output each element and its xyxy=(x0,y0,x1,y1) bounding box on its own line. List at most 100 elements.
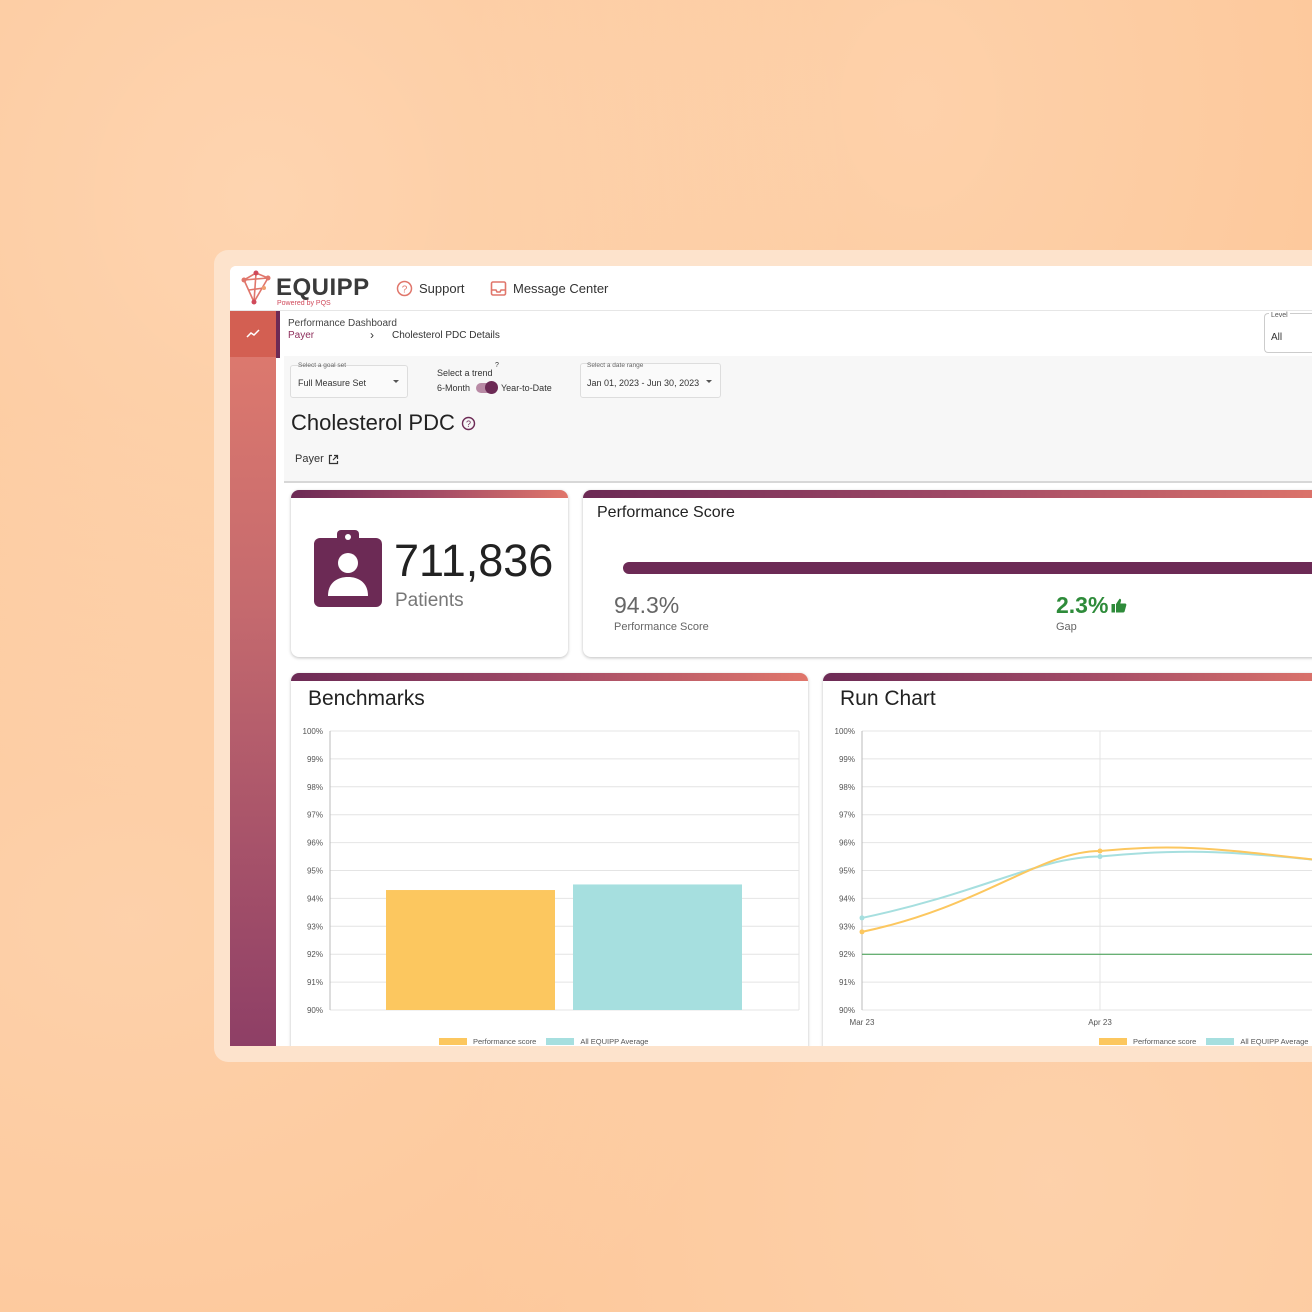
chevron-down-icon xyxy=(393,380,399,383)
x-tick-label: Apr 23 xyxy=(1088,1018,1112,1027)
chevron-right-icon: › xyxy=(370,328,374,342)
trending-up-icon xyxy=(246,329,260,338)
patients-card: 711,836 Patients xyxy=(291,490,568,657)
external-link-icon xyxy=(328,454,338,464)
help-circle-icon[interactable]: ? xyxy=(461,416,476,431)
sidebar-item-performance[interactable] xyxy=(230,311,276,357)
y-tick-label: 91% xyxy=(839,978,855,987)
date-range-value: Jan 01, 2023 - Jun 30, 2023 xyxy=(587,378,700,388)
thumbs-up-icon xyxy=(1111,598,1127,613)
performance-score-bar xyxy=(623,562,1312,574)
y-tick-label: 95% xyxy=(839,867,855,876)
y-tick-label: 94% xyxy=(839,894,855,903)
run-chart: 90% 91% 92% 93% 94% 95% 96% 97% 98% 99% 100% Mar 23… xyxy=(835,727,1312,1027)
legend-swatch xyxy=(546,1038,575,1045)
chevron-down-icon xyxy=(706,380,712,383)
message-center-link[interactable]: Message Center xyxy=(490,280,608,297)
y-tick-label: 99% xyxy=(307,755,323,764)
trend-label: Select a trend xyxy=(437,368,493,378)
logo-text: EQUIPP xyxy=(276,274,370,301)
logo-network-icon xyxy=(241,270,271,305)
benchmarks-card: Benchmarks 90% 91% 92% 93% 94% 95% 96% 97% 98% 99… xyxy=(291,673,808,1046)
level-select-label: Level xyxy=(1269,312,1290,319)
goal-set-label: Select a goal set xyxy=(298,362,347,369)
card-accent-bar xyxy=(291,490,568,498)
breadcrumb-payer-link[interactable]: Payer xyxy=(288,330,315,341)
run-chart-title: Run Chart xyxy=(840,687,936,710)
equipp-logo[interactable]: EQUIPP Powered by PQS xyxy=(240,270,380,308)
patients-count: 711,836 xyxy=(394,535,554,586)
gap-label: Gap xyxy=(1056,621,1077,633)
breadcrumb-title: Performance Dashboard xyxy=(288,318,397,329)
series-line-average xyxy=(861,850,1312,919)
help-circle-icon: ? xyxy=(396,280,413,297)
y-tick-label: 90% xyxy=(307,1006,323,1015)
legend-swatch xyxy=(1099,1038,1127,1045)
gap-value: 2.3% xyxy=(1056,592,1109,618)
payer-external-link[interactable]: Payer xyxy=(295,453,339,465)
trend-help-icon[interactable]: ? xyxy=(495,362,499,369)
section-divider xyxy=(284,481,1312,483)
legend-item-average[interactable]: All EQUIPP Average xyxy=(1240,1037,1309,1046)
bar-average xyxy=(573,884,742,1010)
support-label: Support xyxy=(419,281,465,296)
active-section-marker xyxy=(276,311,280,358)
payer-link-label: Payer xyxy=(295,453,324,465)
svg-text:?: ? xyxy=(402,285,408,296)
run-chart-card: Run Chart 90% 91% 92% 93% 94% 95% 96% 97% 98% 99%… xyxy=(823,673,1312,1046)
x-tick-label: Mar 23 xyxy=(850,1018,875,1027)
patient-badge-icon xyxy=(314,530,382,607)
app-window: EQUIPP Powered by PQS ? Support Message … xyxy=(230,266,1312,1046)
performance-score-label: Performance Score xyxy=(614,621,709,633)
data-point xyxy=(859,929,865,935)
card-accent-bar xyxy=(291,673,808,681)
benchmarks-chart: 90% 91% 92% 93% 94% 95% 96% 97% 98% 99% 100% xyxy=(303,727,800,1015)
legend-swatch xyxy=(439,1038,467,1045)
y-tick-label: 98% xyxy=(839,783,855,792)
filters-panel xyxy=(284,356,1312,481)
y-tick-label: 97% xyxy=(307,811,323,820)
y-tick-label: 99% xyxy=(839,755,855,764)
legend-item-average[interactable]: All EQUIPP Average xyxy=(580,1037,649,1046)
trend-option-ytd[interactable]: Year-to-Date xyxy=(501,383,552,393)
series-line-performance xyxy=(861,846,1312,933)
y-tick-label: 96% xyxy=(839,839,855,848)
page-title-text: Cholesterol PDC xyxy=(291,410,455,435)
performance-score-value: 94.3% xyxy=(614,592,680,618)
y-tick-label: 94% xyxy=(307,894,323,903)
y-tick-label: 100% xyxy=(835,727,855,736)
y-tick-label: 93% xyxy=(307,922,323,931)
benchmarks-legend: Performance score All EQUIPP Average xyxy=(439,1037,648,1046)
support-link[interactable]: ? Support xyxy=(396,280,465,297)
svg-text:?: ? xyxy=(466,419,471,429)
data-point xyxy=(1097,854,1103,860)
date-range-label: Select a date range xyxy=(587,362,644,369)
top-bar: EQUIPP Powered by PQS ? Support Message … xyxy=(230,266,1312,311)
inbox-icon xyxy=(490,281,507,296)
y-tick-label: 100% xyxy=(303,727,323,736)
date-range-select[interactable] xyxy=(580,363,721,398)
y-tick-label: 92% xyxy=(839,950,855,959)
message-center-label: Message Center xyxy=(513,281,609,296)
performance-score-card: Performance Score 94.3% Performance Scor… xyxy=(583,490,1312,657)
y-tick-label: 95% xyxy=(307,867,323,876)
page-title: Cholesterol PDC ? xyxy=(291,410,476,436)
trend-option-6-month[interactable]: 6-Month xyxy=(437,383,471,393)
goal-set-select[interactable] xyxy=(290,365,408,398)
bar-performance xyxy=(386,890,555,1010)
y-tick-label: 97% xyxy=(839,811,855,820)
trend-toggle-knob[interactable] xyxy=(485,381,498,394)
legend-item-performance[interactable]: Performance score xyxy=(1133,1037,1197,1046)
data-point xyxy=(1097,848,1103,854)
benchmarks-title: Benchmarks xyxy=(308,687,425,710)
y-tick-label: 90% xyxy=(839,1006,855,1015)
patients-label: Patients xyxy=(395,590,464,611)
legend-item-performance[interactable]: Performance score xyxy=(473,1037,537,1046)
y-tick-label: 91% xyxy=(307,978,323,987)
data-point xyxy=(859,915,865,921)
sidebar xyxy=(230,311,276,1046)
breadcrumb-current: Cholesterol PDC Details xyxy=(392,330,500,341)
y-tick-label: 96% xyxy=(307,839,323,848)
y-tick-label: 98% xyxy=(307,783,323,792)
performance-card-title: Performance Score xyxy=(597,504,735,521)
